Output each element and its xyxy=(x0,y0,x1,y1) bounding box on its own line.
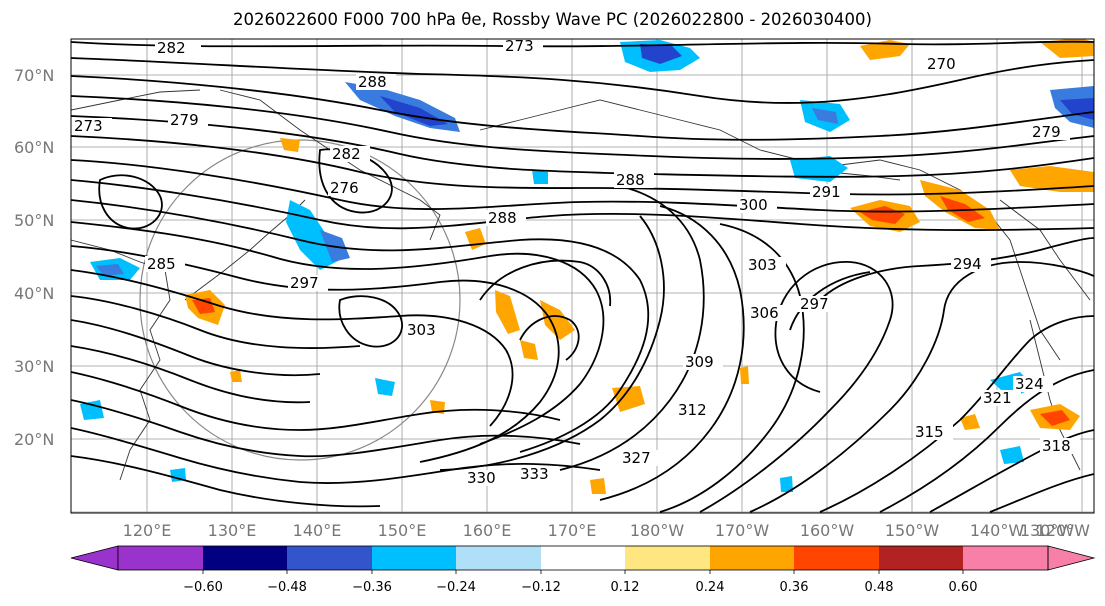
contour-label: 300 xyxy=(739,196,768,214)
colorbar-tick-label: 0.12 xyxy=(611,580,640,595)
contour-label: 327 xyxy=(622,449,651,467)
contour-label: 279 xyxy=(1032,123,1061,141)
contour-label: 309 xyxy=(685,353,714,371)
colorbar: −0.60 −0.48 −0.36 −0.24 −0.12 0.12 0.24 … xyxy=(70,545,1096,595)
colorbar-tick-label: 0.24 xyxy=(696,580,725,595)
colorbar-high-extension xyxy=(1047,545,1096,571)
lon-label: 160°W xyxy=(800,521,855,540)
colorbar-bin xyxy=(794,546,879,570)
contour-label: 282 xyxy=(157,39,186,57)
lon-label: 150°W xyxy=(885,521,940,540)
contour-label: 273 xyxy=(505,37,534,55)
colorbar-tick-label: 0.36 xyxy=(780,580,809,595)
map-background xyxy=(71,39,1094,513)
colorbar-bin xyxy=(879,546,963,570)
contour-label: 318 xyxy=(1042,437,1071,455)
colorbar-bin xyxy=(710,546,794,570)
colorbar-low-extension xyxy=(70,545,119,571)
contour-label: 285 xyxy=(147,255,176,273)
contour-label: 321 xyxy=(983,389,1012,407)
contour-label: 291 xyxy=(812,183,841,201)
colorbar-tick-label: −0.24 xyxy=(436,580,476,595)
contour-label: 282 xyxy=(332,145,361,163)
lon-label: 140°W xyxy=(970,521,1025,540)
colorbar-tick-label: 0.48 xyxy=(865,580,894,595)
contour-label: 303 xyxy=(748,256,777,274)
contour-label: 279 xyxy=(170,111,199,129)
contour-label: 294 xyxy=(953,255,982,273)
contour-label: 288 xyxy=(616,171,645,189)
map-title: 2026022600 F000 700 hPa θe, Rossby Wave … xyxy=(233,10,872,29)
contour-label: 270 xyxy=(927,55,956,73)
lat-label: 40°N xyxy=(14,284,54,303)
colorbar-tick-label: −0.60 xyxy=(183,580,223,595)
contour-label: 330 xyxy=(467,469,496,487)
contour-label: 288 xyxy=(358,73,387,91)
colorbar-bin xyxy=(203,546,287,570)
contour-label: 303 xyxy=(407,321,436,339)
theta-e-contours xyxy=(71,40,1094,513)
contour-label: 276 xyxy=(330,179,359,197)
lat-label: 20°N xyxy=(14,430,54,449)
lon-label: 130°E xyxy=(208,521,257,540)
colorbar-tick-label: 0.60 xyxy=(949,580,978,595)
contour-label: 297 xyxy=(290,274,319,292)
lon-label: 120°E xyxy=(123,521,172,540)
lat-label: 30°N xyxy=(14,357,54,376)
lat-label: 60°N xyxy=(14,138,54,157)
lon-label: 140°E xyxy=(293,521,342,540)
contour-label-group: 282 273 270 279 288 273 279 276 285 288 … xyxy=(72,37,1080,487)
colorbar-bin xyxy=(372,546,456,570)
map-frame xyxy=(70,38,1095,514)
colorbar-outline xyxy=(117,545,1049,571)
lon-label: 180°W xyxy=(630,521,685,540)
colorbar-bin xyxy=(963,546,1048,570)
lon-label: 160°E xyxy=(463,521,512,540)
colorbar-tick-label: −0.12 xyxy=(521,580,561,595)
contour-label: 288 xyxy=(488,209,517,227)
longitude-labels: 120°E 130°E 140°E 150°E 160°E 170°E 180°… xyxy=(123,521,1091,540)
contour-label: 297 xyxy=(800,295,829,313)
lon-label: 170°E xyxy=(548,521,597,540)
contour-label: 306 xyxy=(750,304,779,322)
contour-label: 315 xyxy=(915,423,944,441)
contour-label: 333 xyxy=(520,465,549,483)
contour-label: 312 xyxy=(678,401,707,419)
contour-label: 324 xyxy=(1015,375,1044,393)
lon-label: 130°W xyxy=(1020,521,1075,540)
lon-label: 150°E xyxy=(378,521,427,540)
colorbar-tick-label: −0.48 xyxy=(267,580,307,595)
lat-label: 50°N xyxy=(14,211,54,230)
lon-label: 170°W xyxy=(715,521,770,540)
colorbar-tick-label: −0.36 xyxy=(352,580,392,595)
latitude-labels: 70°N 60°N 50°N 40°N 30°N 20°N xyxy=(14,66,54,449)
contour-label: 273 xyxy=(74,117,103,135)
colorbar-bin xyxy=(287,546,372,570)
colorbar-bin xyxy=(625,546,710,570)
colorbar-bin xyxy=(541,546,625,570)
colorbar-bin xyxy=(456,546,541,570)
colorbar-bin xyxy=(118,546,203,570)
lat-label: 70°N xyxy=(14,66,54,85)
lon-label: 120°W xyxy=(1036,521,1091,540)
